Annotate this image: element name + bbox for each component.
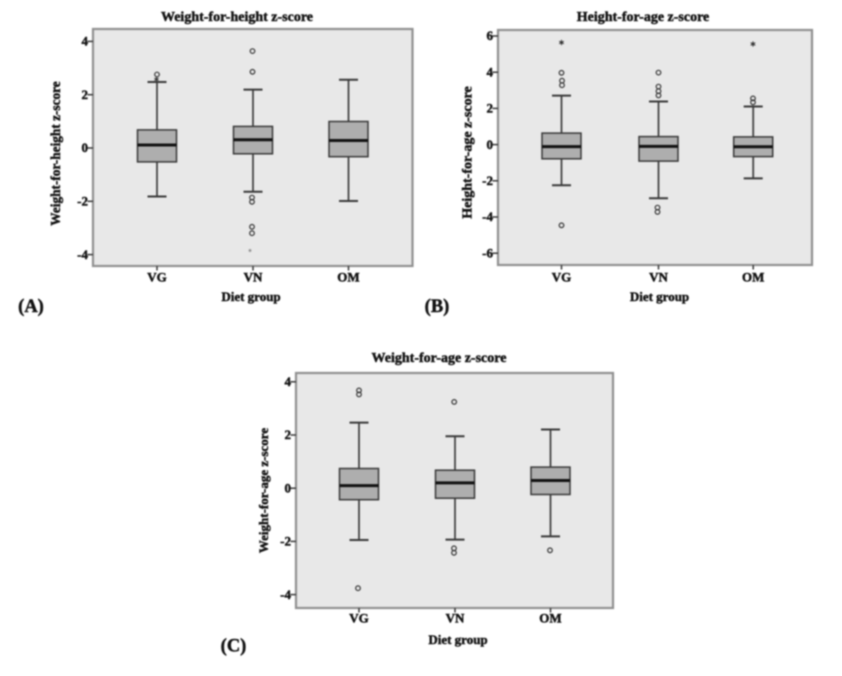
svg-text:OM: OM — [337, 270, 359, 285]
svg-text:(C): (C) — [221, 637, 247, 657]
svg-text:2: 2 — [82, 87, 89, 102]
svg-text:2: 2 — [285, 427, 292, 442]
svg-text:Weight-for-age z-score: Weight-for-age z-score — [372, 351, 507, 366]
svg-text:-4: -4 — [482, 209, 493, 224]
svg-text:Height-for-age z-score: Height-for-age z-score — [577, 10, 710, 25]
svg-text:4: 4 — [487, 64, 494, 79]
svg-text:-2: -2 — [77, 194, 88, 209]
svg-text:Diet group: Diet group — [630, 289, 689, 304]
svg-text:-4: -4 — [77, 247, 88, 262]
svg-text:VG: VG — [349, 611, 369, 626]
svg-text:4: 4 — [82, 34, 89, 49]
svg-text:(B): (B) — [425, 297, 450, 317]
svg-text:6: 6 — [487, 28, 494, 43]
svg-text:VG: VG — [147, 270, 167, 285]
svg-text:0: 0 — [285, 480, 292, 495]
svg-text:0: 0 — [82, 140, 89, 155]
svg-text:4: 4 — [285, 374, 292, 389]
svg-text:Weight-for-height z-score: Weight-for-height z-score — [161, 10, 313, 25]
svg-text:(A): (A) — [18, 297, 44, 317]
svg-text:2: 2 — [487, 101, 494, 116]
svg-text:-2: -2 — [280, 534, 291, 549]
svg-text:-4: -4 — [280, 587, 291, 602]
svg-text:Diet group: Diet group — [221, 289, 280, 304]
svg-text:OM: OM — [539, 611, 561, 626]
svg-text:-2: -2 — [482, 173, 493, 188]
svg-text:VN: VN — [649, 270, 668, 285]
svg-text:Weight-for-age z-score: Weight-for-age z-score — [256, 428, 271, 553]
svg-text:Diet group: Diet group — [428, 632, 487, 647]
svg-text:0: 0 — [487, 137, 494, 152]
svg-text:VG: VG — [552, 270, 572, 285]
svg-text:-6: -6 — [482, 245, 493, 260]
svg-text:VN: VN — [244, 270, 263, 285]
svg-text:VN: VN — [446, 611, 465, 626]
svg-text:Height-for-age z-score: Height-for-age z-score — [461, 86, 476, 219]
svg-text:Weight-for-height z-score: Weight-for-height z-score — [48, 81, 63, 225]
svg-text:OM: OM — [742, 270, 764, 285]
